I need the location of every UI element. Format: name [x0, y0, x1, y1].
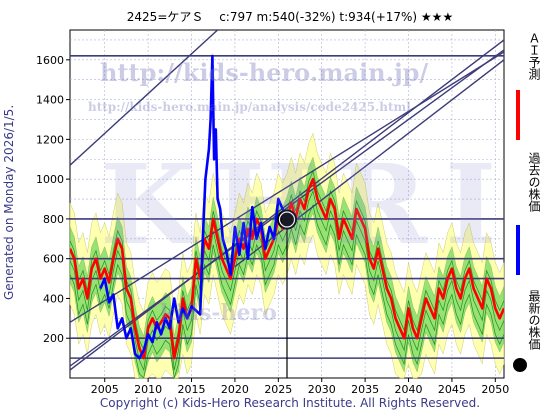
x-tick-label: 2045 [438, 383, 466, 396]
legend-forecast-swatch [516, 90, 520, 140]
legend-past-label: 過去の株価 [527, 152, 541, 212]
channel-line [70, 39, 504, 371]
y-tick-label: 1600 [36, 54, 64, 67]
legend-past-swatch [516, 225, 520, 275]
x-tick-label: 2040 [395, 383, 423, 396]
y-tick-label: 1200 [36, 133, 64, 146]
x-tick-label: 2030 [308, 383, 336, 396]
x-axis-ticks: 2005 2010 2015 2020 2025 2030 2035 2040 2045 2050 [91, 378, 509, 396]
latest-point-ring [278, 211, 296, 228]
y-tick-label: 1000 [36, 173, 64, 186]
series-ai-forecast [285, 177, 504, 340]
chart-title: 2425=ケアＳ c:797 m:540(-32%) t:934(+17%) ★… [126, 10, 454, 24]
trend-channel-lines [70, 30, 504, 371]
y-tick-label: 800 [43, 213, 64, 226]
legend-forecast-label: ＡＩ予測 [527, 32, 541, 80]
x-tick-label: 2005 [91, 383, 119, 396]
channel-line [70, 51, 504, 323]
channel-line [70, 30, 219, 166]
x-tick-label: 2050 [481, 383, 509, 396]
watermark-logo: KHRI [100, 140, 515, 269]
legend-latest-label: 最新の株価 [527, 290, 541, 350]
legend-latest-dot [513, 358, 527, 372]
generated-date: Generated on Monday 2026/1/5. [2, 104, 16, 300]
x-tick-label: 2035 [351, 383, 379, 396]
series-past-price [99, 54, 289, 360]
copyright-footer: Copyright (c) Kids-Hero Research Institu… [99, 396, 481, 410]
channel-line [70, 49, 504, 367]
x-tick-label: 2025 [264, 383, 292, 396]
y-tick-label: 400 [43, 292, 64, 305]
watermark-path: http://kids-hero.main.jp/analysis/code24… [88, 100, 411, 114]
x-tick-label: 2015 [178, 383, 206, 396]
x-tick-label: 2010 [134, 383, 162, 396]
watermark-site: kids-hero [160, 300, 277, 326]
channel-line [234, 59, 504, 268]
watermark-url: http://kids-hero.main.jp/ [100, 58, 429, 87]
price-series [70, 54, 504, 360]
y-tick-label: 1400 [36, 94, 64, 107]
x-tick-label: 2020 [221, 383, 249, 396]
latest-marker [277, 209, 297, 378]
y-tick-label: 600 [43, 253, 64, 266]
y-axis-ticks: 200 400 600 800 1000 1200 1400 1600 [36, 54, 70, 345]
y-tick-label: 200 [43, 332, 64, 345]
